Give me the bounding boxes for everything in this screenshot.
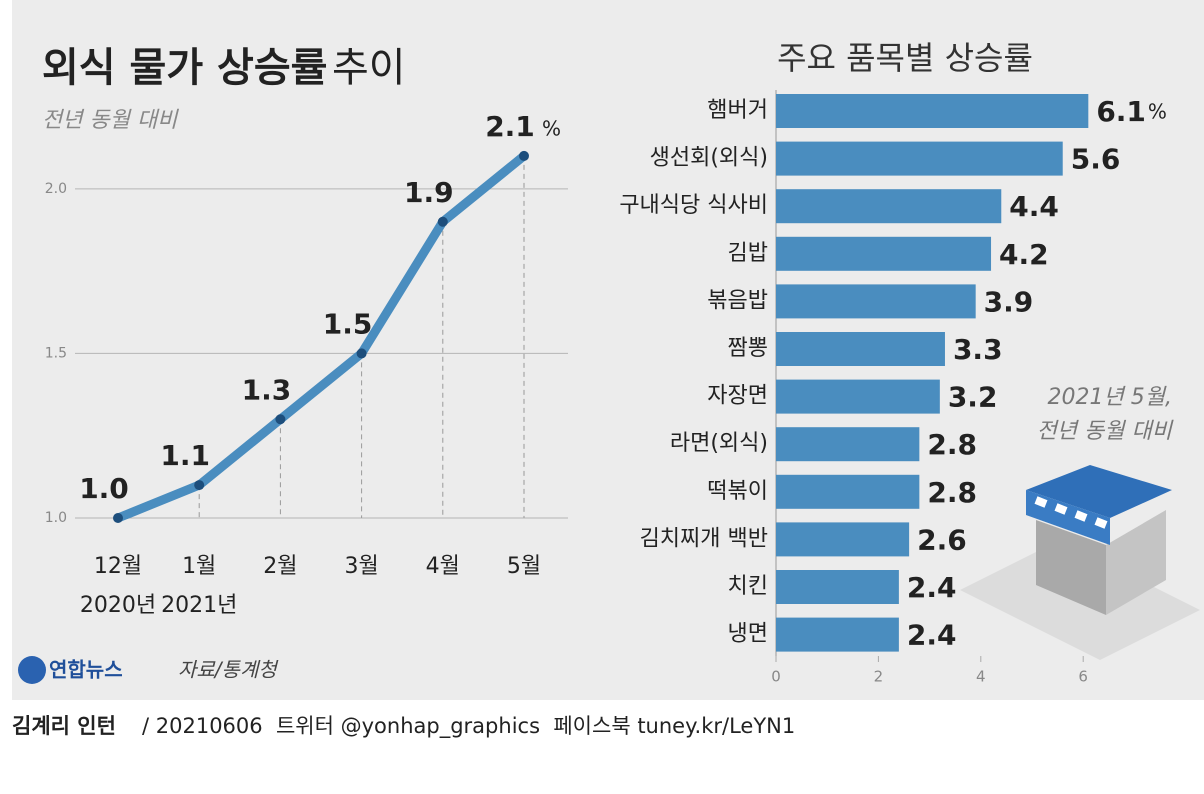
value-label: 4.2 <box>999 238 1049 271</box>
value-label: 1.0 <box>79 472 129 505</box>
y-tick-label: 떡볶이 <box>707 479 768 504</box>
x-tick-label: 0 <box>771 668 781 686</box>
value-label: 1.3 <box>242 373 292 406</box>
bar <box>776 379 940 414</box>
shop-icon <box>960 465 1200 660</box>
value-label: 6.1 <box>1096 95 1146 128</box>
y-tick-label: 1.5 <box>45 345 67 361</box>
x-tick-label: 12월 <box>94 554 142 579</box>
bar-title: 주요 품목별 상승률 <box>777 39 1033 77</box>
x-tick-label: 2월 <box>263 554 297 579</box>
bar <box>776 522 910 557</box>
y-tick-label: 볶음밥 <box>707 288 768 313</box>
bar <box>776 617 899 652</box>
y-tick-label: 생선회(외식) <box>650 146 768 171</box>
y-tick-label: 김치찌개 백반 <box>640 526 768 551</box>
bar <box>776 94 1089 128</box>
bar <box>776 189 1002 224</box>
bar <box>776 284 976 319</box>
credit: / 20210606 트위터 @yonhap_graphics 페이스북 tun… <box>142 714 795 739</box>
bar <box>776 427 920 462</box>
point <box>356 348 367 359</box>
logo: 연합뉴스 <box>18 656 123 684</box>
value-unit: % <box>542 116 561 140</box>
point <box>113 513 123 523</box>
bar <box>776 141 1063 176</box>
value-label: 2.1 <box>485 110 535 143</box>
x-tick-label: 5월 <box>507 554 541 579</box>
value-label: 1.1 <box>160 439 210 472</box>
x-tick-sublabel: 2020년 <box>80 593 156 618</box>
y-tick-label: 햄버거 <box>707 98 768 123</box>
value-label: 2.4 <box>907 619 957 652</box>
annotation: 2021년 5월, <box>1048 385 1172 410</box>
source: 자료/통계청 <box>178 658 279 682</box>
point <box>194 480 205 491</box>
point <box>519 150 529 161</box>
y-tick-label: 라면(외식) <box>670 431 768 456</box>
value-unit: % <box>1148 100 1167 124</box>
value-label: 2.4 <box>907 571 957 604</box>
value-label: 4.4 <box>1009 190 1059 223</box>
line <box>113 151 529 523</box>
value-label: 2.8 <box>927 476 977 509</box>
bar <box>776 474 920 509</box>
annotation: 전년 동월 대비 <box>1037 419 1174 444</box>
y-tick-label: 구내식당 식사비 <box>619 193 768 218</box>
value-label: 1.9 <box>404 176 454 209</box>
y-tick-label: 2.0 <box>45 181 67 197</box>
x-tick-label: 2 <box>874 668 884 686</box>
bar <box>776 236 992 271</box>
credit-author: 김계리 인턴 <box>12 714 116 738</box>
x-tick-sublabel: 2021년 <box>161 593 237 618</box>
y-tick-label: 치킨 <box>728 574 768 599</box>
y-tick-label: 짬뽕 <box>728 336 768 361</box>
value-label: 5.6 <box>1071 143 1121 176</box>
value-label: 3.3 <box>953 333 1003 366</box>
bar <box>776 570 899 604</box>
y-tick-label: 김밥 <box>728 241 768 266</box>
y-tick-label: 1.0 <box>45 510 67 526</box>
value-label: 3.2 <box>948 381 998 414</box>
point <box>275 414 286 425</box>
value-label: 3.9 <box>984 285 1034 318</box>
point <box>437 216 448 227</box>
line-title: 외식 물가 상승률 <box>42 45 327 91</box>
x-tick-label: 3월 <box>344 554 378 579</box>
value-label: 2.6 <box>917 523 967 556</box>
x-tick-label: 1월 <box>182 554 216 579</box>
x-tick-label: 4월 <box>426 554 460 579</box>
x-tick-label: 4 <box>976 668 986 686</box>
y-tick-label: 자장면 <box>707 384 768 409</box>
line-title-suffix: 추이 <box>332 45 406 91</box>
value-label: 1.5 <box>323 307 373 340</box>
logo-text: 연합뉴스 <box>49 658 123 682</box>
bar <box>776 332 945 366</box>
y-tick-label: 냉면 <box>728 622 768 647</box>
line-subtitle: 전년 동월 대비 <box>42 108 179 133</box>
x-tick-label: 6 <box>1078 668 1088 686</box>
value-label: 2.8 <box>927 428 977 461</box>
